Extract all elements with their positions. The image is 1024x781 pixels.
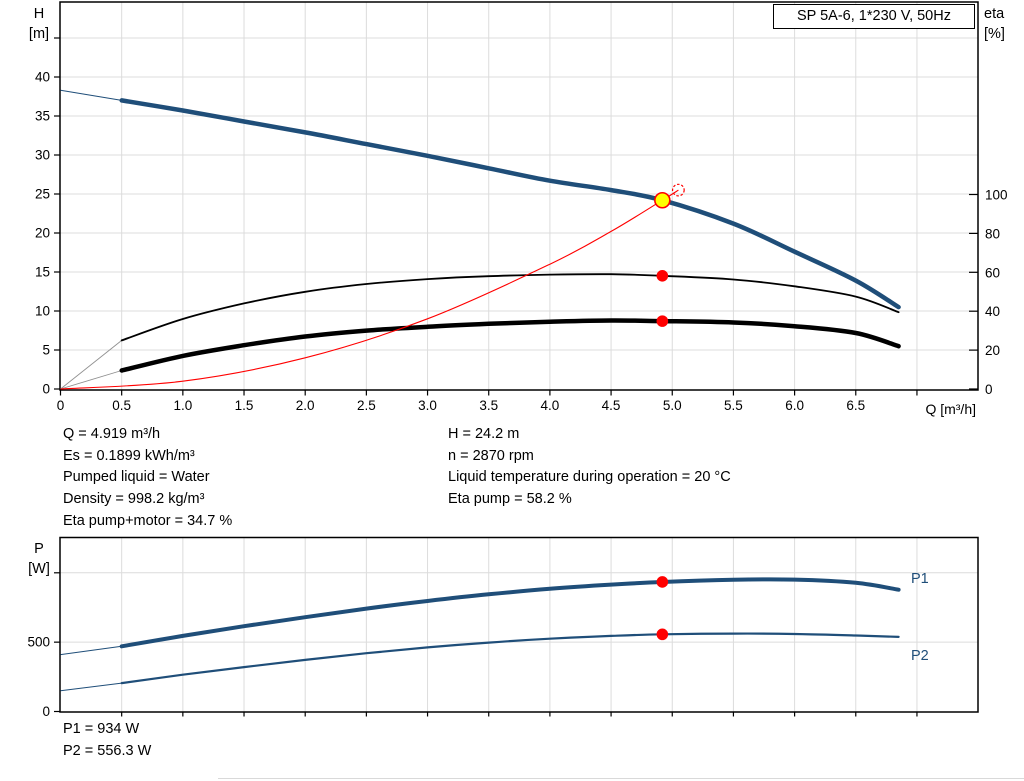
h-axis-label-unit: [m] (28, 26, 50, 42)
eta-axis-label-unit: [%] (984, 26, 1005, 42)
duty-data-left-block: Q = 4.919 m³/h Es = 0.1899 kWh/m³ Pumped… (63, 424, 232, 533)
x-tick-label: 2.5 (357, 398, 376, 413)
eta-tick-label: 60 (985, 265, 1000, 280)
eta-tick-label: 20 (985, 343, 1000, 358)
h-tick-label: 40 (35, 70, 50, 85)
anno-density: Density = 998.2 kg/m³ (63, 491, 205, 508)
p-axis-label-symbol: P (34, 541, 44, 557)
h-tick-label: 15 (35, 265, 50, 280)
x-tick-label: 6.5 (846, 398, 865, 413)
plot-border (59, 1, 979, 391)
anno-h: H = 24.2 m (448, 426, 520, 442)
anno-eta-pump: Eta pump = 58.2 % (448, 491, 572, 508)
power-chart: 0 500 P1 P2 (27, 536, 979, 719)
eta-tick-label: 100 (985, 188, 1008, 203)
x-tick-label: 1.0 (173, 398, 192, 413)
p2-duty-dot (656, 628, 669, 641)
P2-curve (120, 632, 900, 685)
anno-p2: P2 = 556.3 W (63, 743, 152, 759)
h-tick-label: 30 (35, 148, 50, 163)
pump-title-box: SP 5A-6, 1*230 V, 50Hz (773, 4, 975, 29)
h-tick-label: 20 (35, 226, 50, 241)
eta-pump-motor-curve (119, 318, 901, 373)
x-tick-label: 3.5 (479, 398, 498, 413)
h-axis-label-symbol: H (33, 6, 45, 22)
h-tick-label: 25 (35, 187, 50, 202)
system-curve (60, 189, 679, 390)
p1-curve-label: P1 (911, 571, 929, 587)
anno-n: n = 2870 rpm (448, 447, 534, 464)
eta-axis-label-symbol: eta (984, 6, 1005, 22)
x-tick-label: 4.0 (541, 398, 560, 413)
x-tick-label: 2.0 (296, 398, 315, 413)
x-tick-label: 0 (57, 398, 65, 413)
q-axis-label: Q [m³/h] (925, 401, 976, 417)
eta-pump-duty-dot (656, 270, 669, 282)
eta-pump-curve (120, 273, 900, 342)
pump-curve-lead (60, 89, 122, 101)
h-tick-label: 0 (42, 382, 50, 397)
eta-pump-motor-curve-lead (60, 370, 122, 390)
P2-curve-lead (60, 682, 122, 692)
x-tick-label: 3.0 (418, 398, 437, 413)
eta-tick-label: 0 (985, 382, 993, 397)
h-axis-label: H [m] (22, 4, 56, 44)
x-tick-label: 4.5 (602, 398, 621, 413)
p-tick-label: 0 (42, 704, 50, 719)
requested-duty-point (671, 183, 685, 197)
p1-duty-dot (656, 576, 669, 588)
p-axis-label-unit: [W] (28, 561, 50, 577)
anno-liquid-temp: Liquid temperature during operation = 20… (448, 469, 731, 486)
p-axis-label: P [W] (22, 539, 56, 579)
x-tick-label: 0.5 (112, 398, 131, 413)
h-tick-label: 10 (35, 304, 50, 319)
h-tick-label: 35 (35, 109, 50, 124)
eta-pump-curve-lead (60, 340, 122, 390)
top-chart: 0 0.5 1.0 1.5 2.0 2.5 3.0 3.5 4.0 4.5 5.0 5.5 6.0 6.5… (35, 1, 1008, 413)
pump-curve (119, 98, 901, 310)
x-tick-label: 1.5 (235, 398, 254, 413)
anno-es: Es = 0.1899 kWh/m³ (63, 447, 195, 464)
duty-data-right-block: H = 24.2 m n = 2870 rpm Liquid temperatu… (448, 424, 731, 511)
x-tick-label: 6.0 (785, 398, 804, 413)
p-tick-label: 500 (27, 635, 50, 650)
h-tick-label: 5 (42, 343, 50, 358)
P1-curve (119, 577, 901, 649)
p2-curve-label: P2 (911, 648, 929, 664)
power-values-block: P1 = 934 W P2 = 556.3 W (63, 718, 151, 762)
x-tick-label: 5.5 (724, 398, 743, 413)
x-tick-label: 5.0 (663, 398, 682, 413)
bottom-divider (218, 778, 1024, 779)
duty-point (654, 191, 671, 209)
plot-border (59, 536, 979, 713)
eta-axis-label: eta [%] (984, 4, 1024, 44)
anno-eta-pump-motor: Eta pump+motor = 34.7 % (63, 512, 233, 529)
eta-tick-label: 40 (985, 304, 1000, 319)
anno-p1: P1 = 934 W (63, 721, 140, 737)
eta-pump-motor-duty-dot (656, 315, 669, 327)
P1-curve-lead (60, 645, 122, 656)
eta-tick-label: 80 (985, 226, 1000, 241)
anno-pumped-liquid: Pumped liquid = Water (63, 469, 210, 486)
anno-q: Q = 4.919 m³/h (63, 426, 161, 442)
